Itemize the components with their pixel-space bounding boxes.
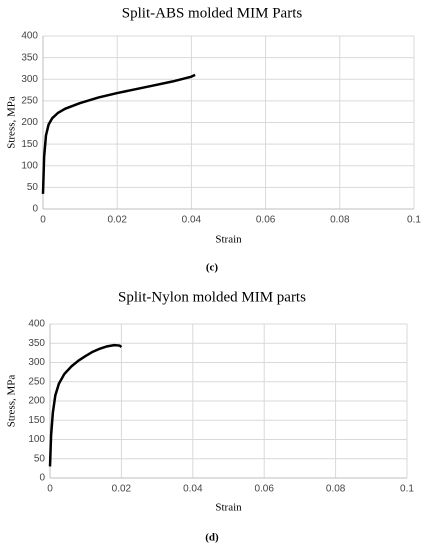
x-axis-label: Strain (215, 502, 242, 514)
y-tick-label: 150 (28, 415, 45, 426)
y-axis-label: Stress, MPa (6, 96, 18, 149)
y-tick-label: 400 (28, 319, 45, 330)
y-tick-label: 100 (28, 434, 45, 445)
caption: (c) (206, 262, 219, 274)
y-tick-label: 200 (21, 117, 38, 128)
x-tick-label: 0.02 (112, 484, 132, 495)
x-tick-label: 0.04 (182, 215, 202, 226)
y-tick-label: 350 (21, 52, 38, 63)
x-tick-label: 0 (40, 215, 46, 226)
x-tick-label: 0.06 (256, 215, 276, 226)
y-tick-label: 300 (21, 74, 38, 85)
x-tick-label: 0.02 (107, 215, 127, 226)
x-tick-label: 0.08 (326, 484, 346, 495)
y-axis-label: Stress, MPa (6, 375, 18, 428)
x-tick-label: 0.1 (407, 215, 421, 226)
y-tick-label: 0 (32, 204, 38, 215)
x-tick-label: 0.06 (254, 484, 274, 495)
y-tick-label: 350 (28, 338, 45, 349)
y-tick-label: 50 (27, 182, 39, 193)
y-tick-label: 50 (34, 453, 46, 464)
data-line (41, 73, 196, 194)
data-line (48, 343, 123, 467)
y-tick-label: 250 (21, 96, 38, 107)
y-tick-label: 100 (21, 160, 38, 171)
x-axis-label: Strain (215, 234, 242, 246)
y-tick-label: 0 (39, 473, 45, 484)
x-tick-label: 0 (47, 484, 53, 495)
x-tick-label: 0.04 (183, 484, 203, 495)
y-tick-label: 250 (28, 376, 45, 387)
x-tick-label: 0.08 (330, 215, 350, 226)
y-tick-label: 400 (21, 31, 38, 42)
chart-title: Split-Nylon molded MIM parts (118, 289, 306, 305)
caption: (d) (205, 532, 219, 544)
x-tick-label: 0.1 (400, 484, 414, 495)
y-tick-label: 200 (28, 396, 45, 407)
y-tick-label: 300 (28, 357, 45, 368)
chart-title: Split-ABS molded MIM Parts (122, 5, 303, 21)
y-tick-label: 150 (21, 139, 38, 150)
